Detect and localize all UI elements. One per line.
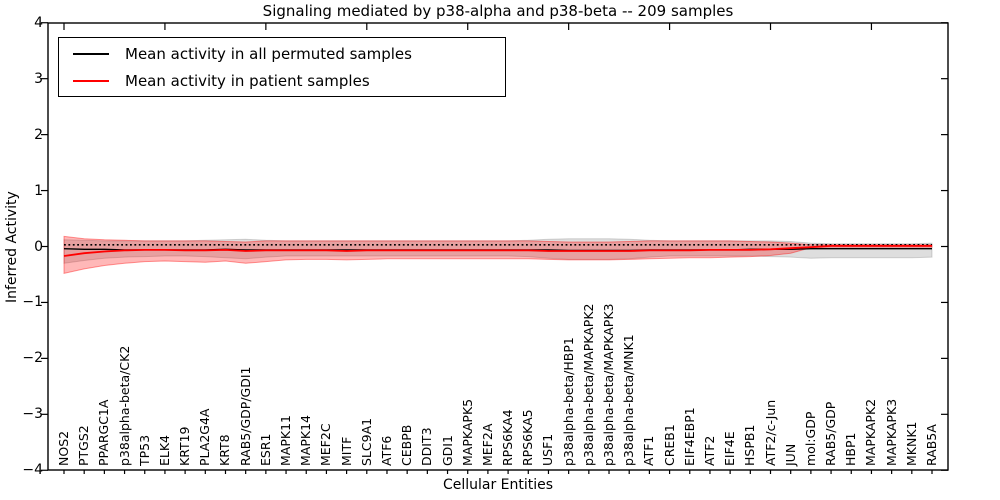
x-tick-label: MAPKAPK3 <box>883 398 899 466</box>
x-tick-label: ELK4 <box>156 434 172 466</box>
patient-line-sample-icon <box>73 79 109 82</box>
x-tick-label: mol:GDP <box>802 411 818 466</box>
x-tick-label: EIF4EBP1 <box>681 407 697 466</box>
y-tick-label: −4 <box>22 462 43 479</box>
x-tick-label: MAPKAPK5 <box>459 398 475 466</box>
x-tick-label: RPS6KA4 <box>500 409 516 466</box>
x-tick-label: MAPK11 <box>278 415 294 466</box>
y-tick-label: 4 <box>34 14 43 31</box>
y-tick-label: 3 <box>34 70 43 87</box>
x-tick-label: RAB5/GDP <box>823 401 839 466</box>
x-tick-label: MEF2A <box>479 423 495 466</box>
x-tick-label: GDI1 <box>439 435 455 466</box>
x-tick-label: SLC9A1 <box>358 417 374 466</box>
x-tick-label: RPS6KA5 <box>520 409 536 466</box>
x-tick-label: JUN <box>782 443 798 466</box>
x-tick-label: p38alpha-beta/MAPKAPK3 <box>601 303 617 467</box>
x-tick-label: MITF <box>338 436 354 466</box>
x-tick-label: ATF1 <box>641 435 657 466</box>
x-tick-label: ATF2 <box>701 435 717 466</box>
x-tick-label: TP53 <box>136 434 152 466</box>
y-tick-label: 1 <box>34 182 43 199</box>
x-tick-label: EIF4E <box>722 431 738 466</box>
y-tick-label: 0 <box>34 238 43 255</box>
x-tick-label: MAPK14 <box>298 415 314 466</box>
x-axis-label: Cellular Entities <box>442 477 554 493</box>
x-tick-label: HSPB1 <box>742 424 758 466</box>
x-tick-label: KRT8 <box>217 434 233 466</box>
x-tick-label: CEBPB <box>399 424 415 466</box>
chart-title: Signaling mediated by p38-alpha and p38-… <box>262 2 734 20</box>
x-tick-label: p38alpha-beta/MAPKAPK2 <box>580 303 596 467</box>
x-tick-label: PTGS2 <box>76 425 92 466</box>
legend-entry-permuted: Mean activity in all permuted samples <box>59 41 505 67</box>
y-tick-label: −1 <box>22 294 43 311</box>
patient-mean-line <box>63 244 932 257</box>
x-tick-label: PLA2G4A <box>197 408 213 466</box>
y-tick-label: 2 <box>34 126 43 143</box>
x-tick-label: PPARGC1A <box>96 399 112 466</box>
x-tick-label: RAB5A <box>924 424 939 466</box>
legend-label-patient: Mean activity in patient samples <box>125 71 370 90</box>
x-tick-label: HBP1 <box>843 432 859 466</box>
x-tick-label: NOS2 <box>56 430 71 466</box>
x-tick-label: DDIT3 <box>419 427 435 466</box>
y-tick-label: −2 <box>22 350 43 367</box>
legend-entry-patient: Mean activity in patient samples <box>59 68 505 94</box>
x-tick-label: USF1 <box>540 433 556 466</box>
x-tick-label: MKNK1 <box>903 421 919 466</box>
legend-label-permuted: Mean activity in all permuted samples <box>125 44 412 63</box>
x-tick-label: ATF2/c-Jun <box>762 399 778 466</box>
x-tick-label: p38alpha-beta/CK2 <box>116 345 132 466</box>
x-tick-label: RAB5/GDP/GDI1 <box>237 366 253 466</box>
x-tick-label: ATF6 <box>378 435 394 466</box>
x-tick-label: p38alpha-beta/MNK1 <box>621 334 637 466</box>
x-tick-label: KRT19 <box>177 426 193 466</box>
x-tick-label: p38alpha-beta/HBP1 <box>560 337 576 466</box>
permuted-line-sample-icon <box>73 52 109 55</box>
legend: Mean activity in all permuted samples Me… <box>58 37 506 97</box>
x-tick-label: MEF2C <box>318 423 334 466</box>
x-tick-label: MAPKAPK2 <box>863 398 879 466</box>
x-tick-label: CREB1 <box>661 424 677 466</box>
x-tick-label: ESR1 <box>257 433 273 466</box>
y-tick-label: −3 <box>22 406 43 423</box>
